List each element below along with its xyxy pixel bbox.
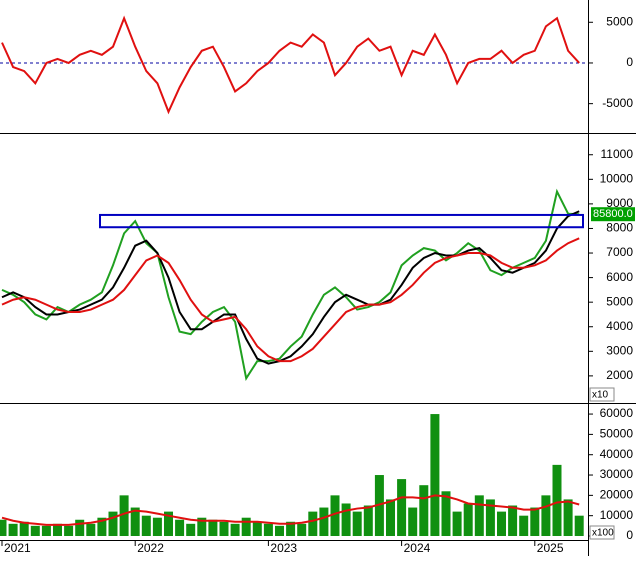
- y-tick-label: -5000: [602, 96, 633, 110]
- volume-bar: [241, 517, 251, 536]
- y-tick-label: 0: [626, 55, 633, 69]
- volume-bar: [119, 495, 129, 536]
- volume-bar: [330, 495, 340, 536]
- series-line: [1, 494, 580, 526]
- volume-bar: [208, 519, 218, 536]
- y-tick-label: 30000: [600, 467, 634, 481]
- y-tick-label: 8000: [606, 221, 633, 235]
- volume-bar: [352, 511, 362, 536]
- y-tick-label: 5000: [606, 14, 633, 28]
- volume-bar: [152, 517, 162, 536]
- y-tick-label: 11000: [601, 147, 634, 161]
- y-tick-label: 7000: [606, 245, 633, 259]
- y-tick-label: 4000: [606, 319, 633, 333]
- volume-bar: [97, 517, 107, 536]
- volume-bar: [19, 521, 29, 536]
- volume-bar: [497, 511, 506, 536]
- y-tick-label: 50000: [600, 427, 634, 441]
- volume-bar: [430, 414, 440, 536]
- last-price-label: 85800.0: [593, 208, 633, 220]
- volume-bar: [452, 511, 462, 536]
- volume-bar: [474, 495, 484, 536]
- volume-bar: [485, 499, 495, 536]
- volume-bar: [230, 523, 240, 536]
- volume-bar: [397, 479, 407, 536]
- volume-bar: [286, 521, 296, 536]
- y-tick-label: 9000: [606, 196, 633, 210]
- volume-bar: [275, 525, 284, 536]
- y-tick-label: 10000: [600, 508, 634, 522]
- volume-bar: [86, 523, 96, 536]
- volume-bar: [252, 521, 262, 536]
- volume-bar: [108, 511, 118, 536]
- volume-bar: [130, 507, 140, 536]
- scale-box: [589, 525, 615, 540]
- y-tick-label: 10000: [600, 171, 634, 185]
- last-price-box: [591, 207, 635, 222]
- volume-bar: [508, 505, 518, 536]
- x-tick-label: 2025: [537, 541, 564, 555]
- x-tick-label: 2022: [137, 541, 164, 555]
- scale-label: x10: [592, 390, 609, 401]
- volume-bar: [341, 503, 351, 536]
- y-tick-label: 5000: [606, 294, 633, 308]
- resistance-zone: [99, 213, 584, 229]
- volume-bar: [519, 515, 529, 536]
- y-tick-label: 40000: [600, 447, 634, 461]
- volume-bar: [386, 499, 395, 536]
- volume-bar: [53, 523, 62, 536]
- volume-bar: [552, 464, 562, 536]
- volume-bar: [419, 485, 429, 536]
- volume-bar: [297, 523, 307, 536]
- volume-bar: [219, 521, 229, 536]
- volume-bar: [175, 519, 185, 536]
- volume-bar: [408, 507, 418, 536]
- volume-bar: [263, 523, 273, 536]
- volume-bar: [75, 519, 85, 536]
- series-line: [1, 210, 580, 365]
- y-tick-label: 60000: [600, 406, 634, 420]
- series-line: [1, 15, 580, 115]
- x-tick-label: 2021: [4, 541, 31, 555]
- volume-bar: [363, 505, 373, 536]
- volume-bar: [64, 525, 74, 536]
- volume-bar: [0, 519, 7, 536]
- volume-bar: [197, 517, 207, 536]
- volume-bar: [530, 507, 540, 536]
- volume-bar: [8, 523, 18, 536]
- volume-bar: [319, 507, 329, 536]
- volume-bar: [441, 491, 451, 536]
- series-line: [1, 237, 580, 363]
- scale-label: x100: [592, 528, 614, 539]
- volume-bar: [186, 523, 196, 536]
- x-tick-label: 2023: [270, 541, 297, 555]
- volume-bar: [541, 495, 551, 536]
- y-tick-label: 2000: [606, 368, 633, 382]
- x-tick-label: 2024: [404, 541, 431, 555]
- series-line: [1, 188, 580, 381]
- volume-bar: [41, 525, 51, 536]
- y-tick-label: 3000: [606, 343, 633, 357]
- volume-bar: [574, 515, 584, 536]
- scale-box: [589, 387, 615, 402]
- volume-bar: [308, 511, 318, 536]
- y-tick-label: 0: [626, 528, 633, 542]
- volume-bar: [164, 511, 173, 536]
- y-tick-label: 6000: [606, 270, 633, 284]
- y-tick-label: 20000: [600, 488, 634, 502]
- volume-bar: [141, 515, 151, 536]
- volume-bar: [463, 503, 473, 536]
- volume-bar: [563, 499, 573, 536]
- volume-bar: [30, 525, 40, 536]
